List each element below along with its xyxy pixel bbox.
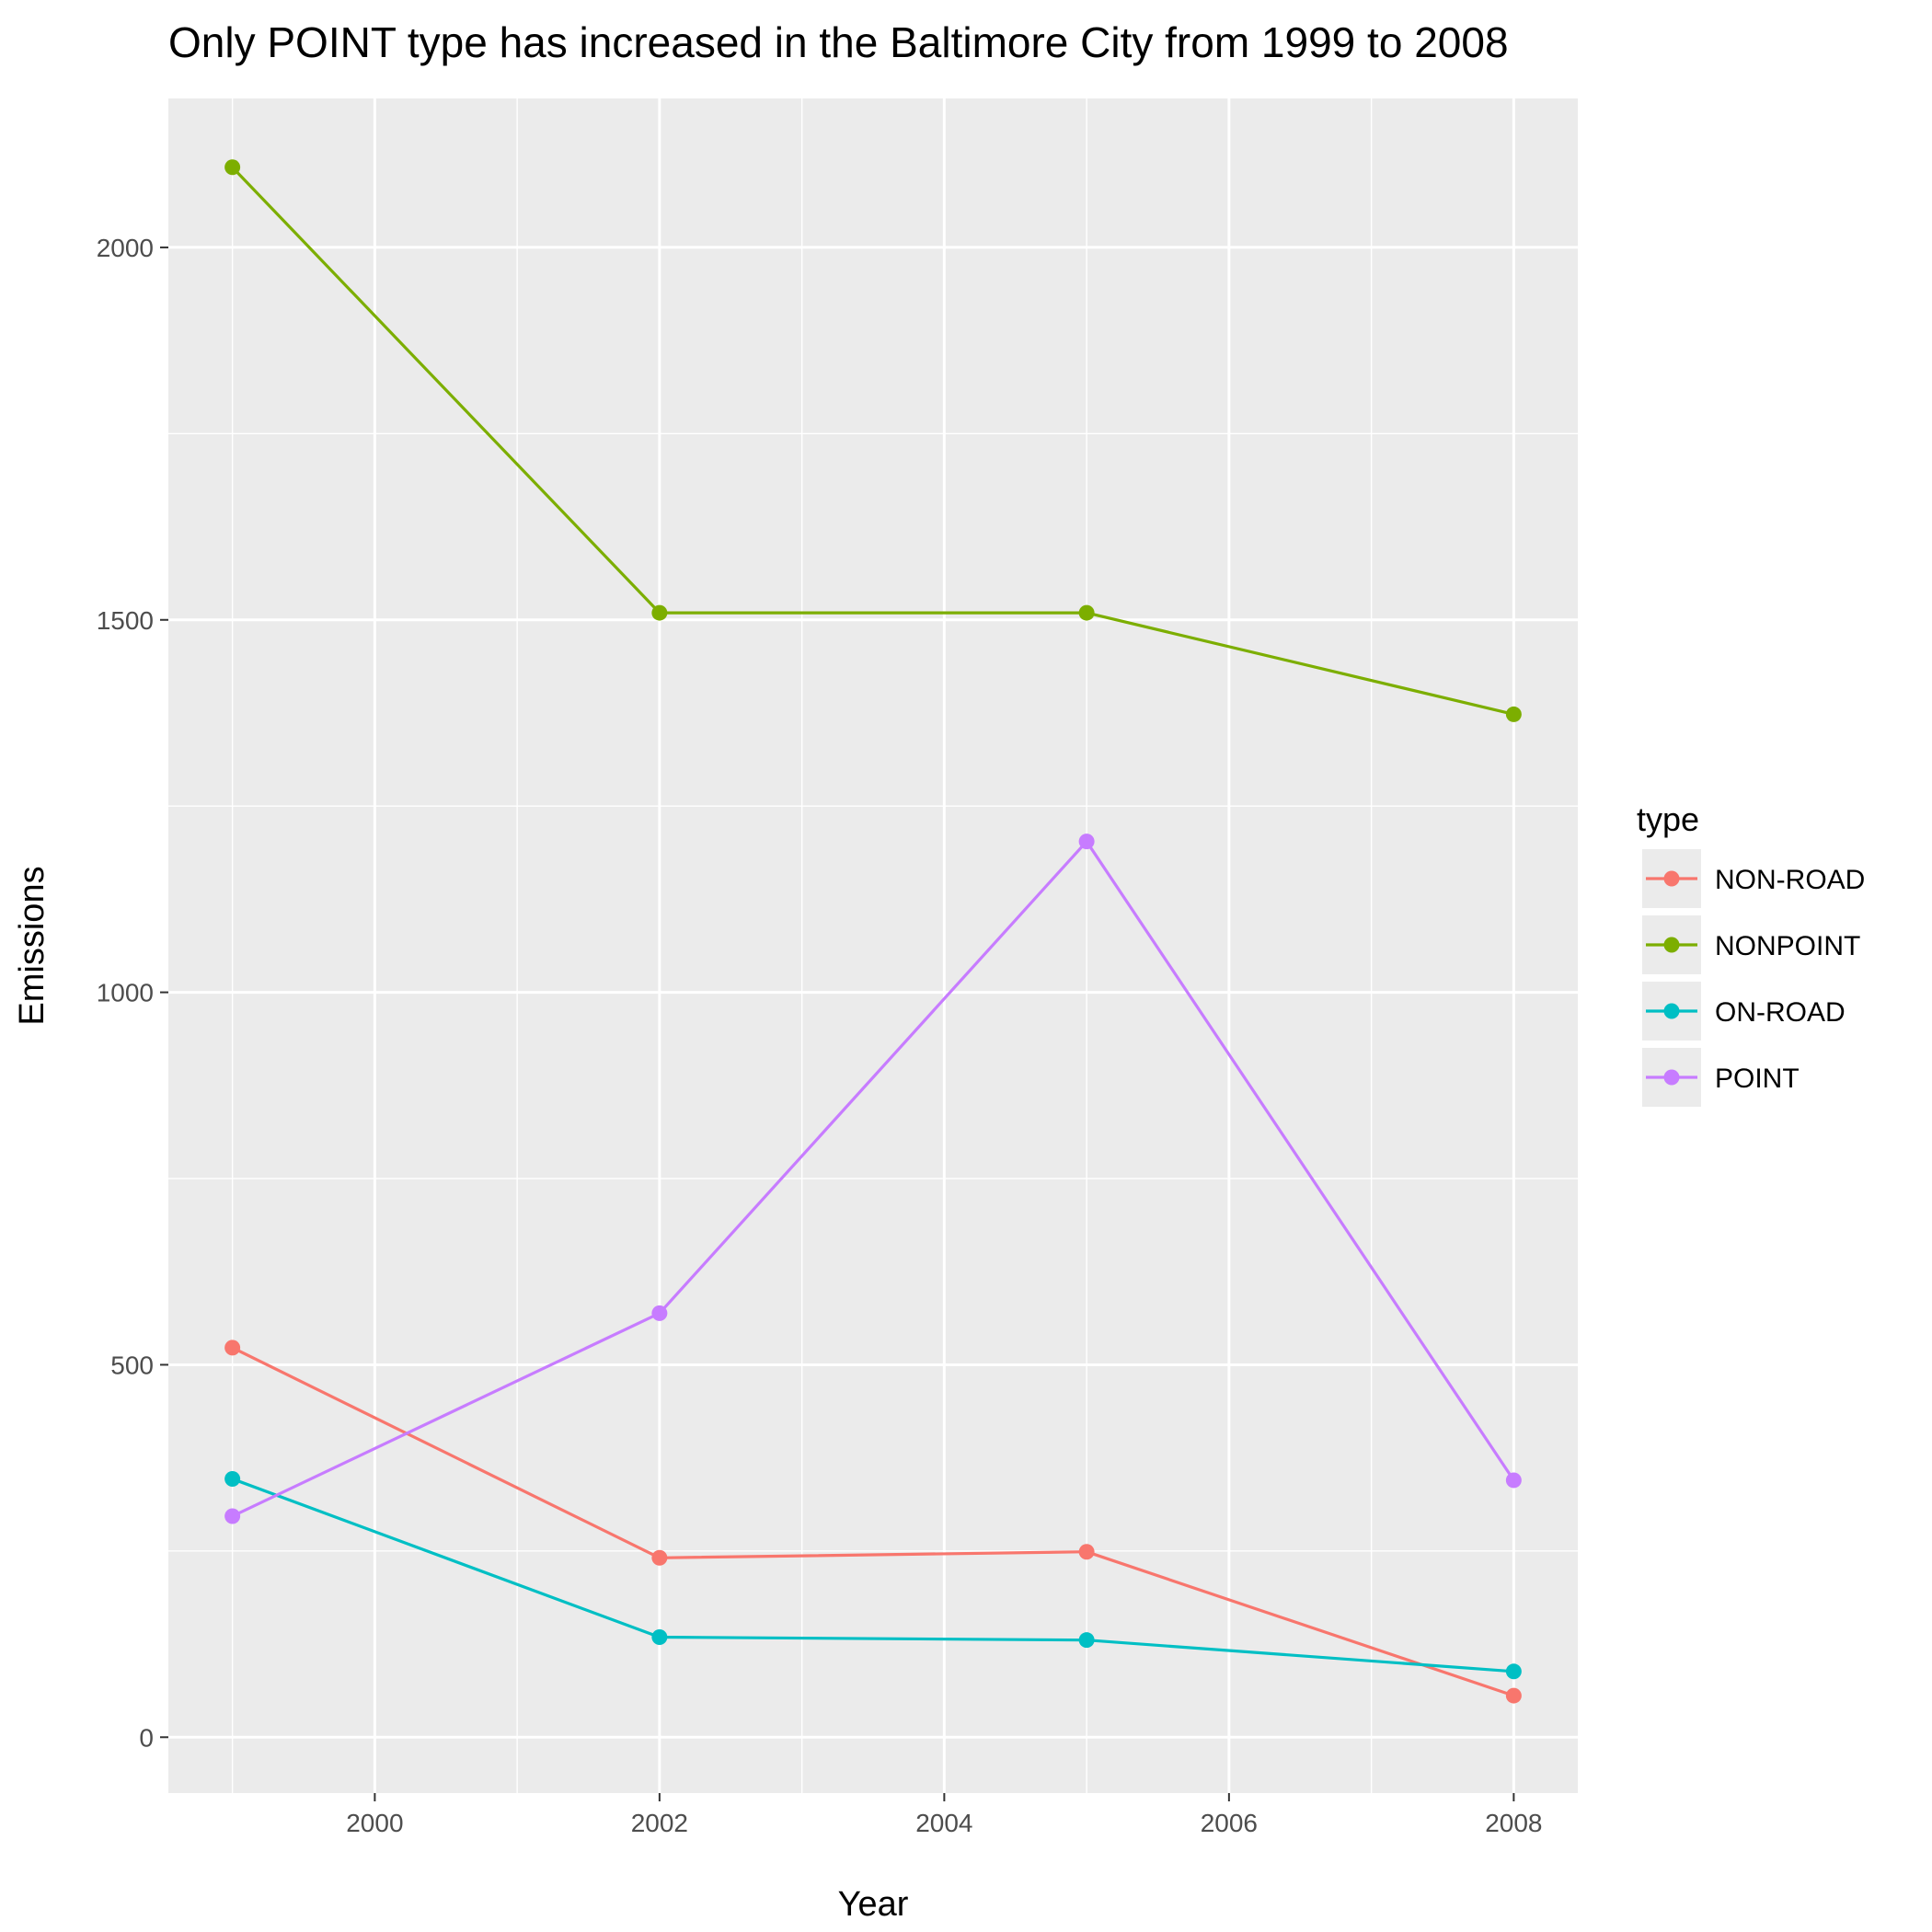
major-gridlines <box>168 98 1578 1793</box>
data-point-non-road <box>224 1340 241 1356</box>
data-point-nonpoint <box>651 604 668 621</box>
series-line-non-road <box>231 1346 1514 1697</box>
legend-key-point-point <box>1663 1069 1680 1086</box>
series-line-on-road <box>232 1477 1514 1673</box>
legend-key-point-nonpoint <box>1663 937 1680 953</box>
x-tick-label: 2006 <box>1201 1809 1258 1837</box>
data-point-on-road <box>224 1470 241 1487</box>
plot-panel <box>168 98 1578 1793</box>
y-axis-title: Emissions <box>13 866 52 1025</box>
series-layer <box>224 159 1522 1704</box>
data-point-on-road <box>651 1629 668 1646</box>
x-axis: 2000 2002 2004 2006 2008 <box>346 1793 1543 1837</box>
legend-label-point: POINT <box>1715 1064 1800 1094</box>
data-point-non-road <box>1078 1544 1095 1560</box>
minor-gridlines <box>168 98 1578 1793</box>
series-line-nonpoint <box>231 166 1514 716</box>
x-tick-label: 2008 <box>1485 1809 1542 1837</box>
legend-label-non-road: NON-ROAD <box>1715 865 1865 895</box>
data-point-nonpoint <box>1078 604 1095 621</box>
x-tick-label: 2000 <box>346 1809 403 1837</box>
data-point-non-road <box>651 1549 668 1566</box>
data-point-nonpoint <box>1505 706 1522 722</box>
y-tick-label: 500 <box>110 1351 154 1379</box>
x-tick-label: 2002 <box>631 1809 688 1837</box>
data-point-on-road <box>1078 1632 1095 1649</box>
legend-title: type <box>1637 800 1699 838</box>
data-point-point <box>651 1305 668 1321</box>
legend-label-nonpoint: NONPOINT <box>1715 931 1860 961</box>
legend-key-point-non-road <box>1663 870 1680 887</box>
y-tick-label: 1500 <box>97 606 154 635</box>
legend-label-on-road: ON-ROAD <box>1715 997 1846 1028</box>
x-axis-title: Year <box>838 1885 909 1924</box>
y-tick-label: 1000 <box>97 979 154 1007</box>
legend: type NON-ROAD NONPOINT ON-ROAD POINT <box>1637 800 1865 1109</box>
legend-key-point-on-road <box>1663 1003 1680 1019</box>
data-point-non-road <box>1505 1687 1522 1704</box>
y-tick-label: 2000 <box>97 234 154 262</box>
data-point-nonpoint <box>224 159 241 176</box>
x-tick-label: 2004 <box>915 1809 972 1837</box>
data-point-point <box>224 1508 241 1524</box>
data-point-point <box>1505 1472 1522 1489</box>
data-point-on-road <box>1505 1663 1522 1680</box>
chart-title: Only POINT type has increased in the Bal… <box>168 18 1509 66</box>
series-line-point <box>231 840 1515 1518</box>
y-axis: 0 500 1000 1500 2000 <box>97 234 168 1752</box>
data-point-point <box>1078 834 1095 850</box>
y-tick-label: 0 <box>139 1723 154 1752</box>
